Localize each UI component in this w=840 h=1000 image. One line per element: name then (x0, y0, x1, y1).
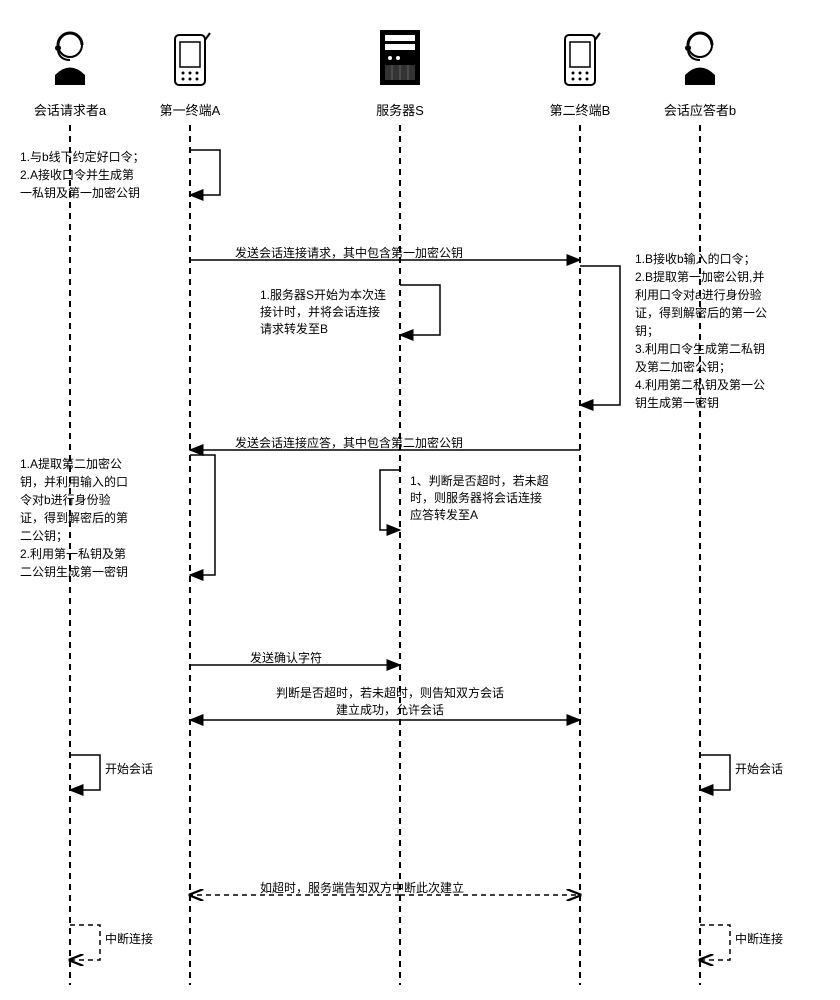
msg-m4: 1、判断是否超时，若未超 时，则服务器将会话连接 应答转发至A (410, 472, 570, 523)
msg-m11: 中断连接 (735, 930, 783, 947)
label-responder: 会话应答者b (660, 100, 740, 119)
msg-m2: 1.服务器S开始为本次连 接计时，并将会话连接 请求转发至B (260, 286, 400, 337)
msg-m8: 开始会话 (735, 760, 783, 777)
note-n3: 1.A提取第二加密公 钥，并利用输入的口 令对b进行身份验 证，得到解密后的第 … (20, 455, 185, 581)
note-n2: 1.B接收b输入的口令； 2.B提取第一加密公钥,并 利用口令对a进行身份验 证… (635, 250, 835, 412)
label-requester: 会话请求者a (30, 100, 110, 119)
msg-m7: 开始会话 (105, 760, 153, 777)
label-terminalB: 第二终端B (540, 100, 620, 119)
note-n1: 1.与b线下约定好口令； 2.A接收口令并生成第 一私钥及第一加密公钥 (20, 148, 185, 202)
msg-m6: 判断是否超时，若未超时，则告知双方会话 建立成功，允许会话 (250, 684, 530, 718)
label-server: 服务器S (360, 100, 440, 119)
msg-m1: 发送会话连接请求，其中包含第一加密公钥 (235, 244, 463, 261)
label-terminalA: 第一终端A (150, 100, 230, 119)
msg-m3: 发送会话连接应答，其中包含第二加密公钥 (235, 434, 463, 451)
msg-m5: 发送确认字符 (250, 649, 322, 666)
msg-m9: 如超时，服务端告知双方中断此次建立 (260, 879, 464, 896)
msg-m10: 中断连接 (105, 930, 153, 947)
